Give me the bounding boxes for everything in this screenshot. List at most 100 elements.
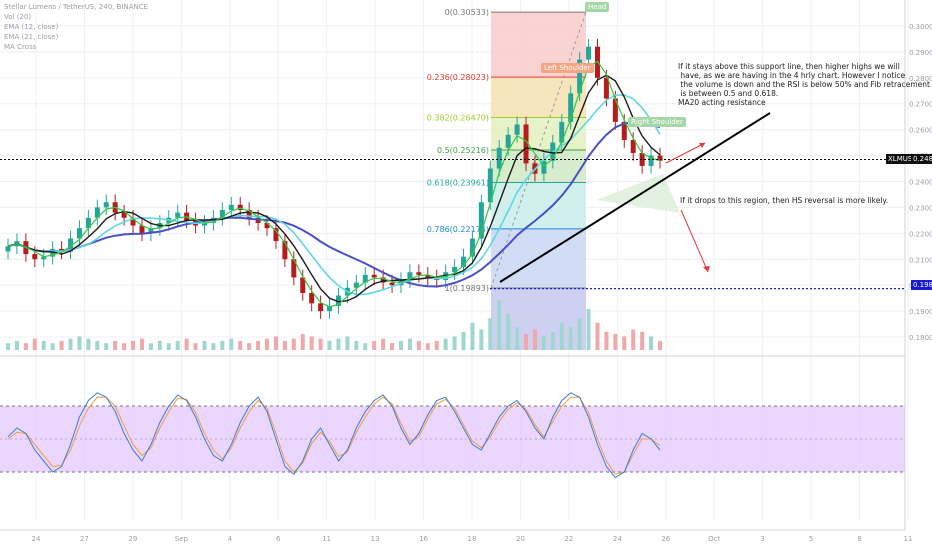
volume-bar [345,336,350,350]
candle-body [577,59,583,94]
candle-body [273,228,279,242]
indicator-vol: Vol (20) [4,13,32,21]
candle-body [246,210,252,218]
volume-bar [497,300,502,350]
candle-body [541,160,547,174]
chart-legend: Stellar Lumens / TetherUS, 240, BINANCE … [4,2,148,52]
volume-bar [202,340,207,350]
candle-body [327,305,333,312]
current-price-tag: 0.24846 [911,154,932,164]
candle-body [237,204,243,210]
note-hs-reversal: If it drops to this region, then HS reve… [680,196,889,205]
volume-bar [265,338,270,350]
ma-blue-line [7,121,661,288]
candle-body [469,238,475,257]
candle-body [487,168,493,203]
volume-bar [434,340,439,350]
fib-zone [491,117,586,150]
volume-bar [238,340,243,350]
volume-bar [41,340,46,350]
fib-label: 1(0.19893) [445,284,489,293]
candle-body [568,93,574,122]
x-tick-label: 5 [809,535,813,543]
volume-bar [157,340,162,350]
volume-bar [640,331,645,350]
volume-bar [211,343,216,350]
support-price-tag: 0.19866 [911,280,932,290]
x-tick-label: 27 [80,535,89,543]
x-tick-label: 24 [32,535,41,543]
candle-body [228,204,234,210]
stoch-k-line [7,392,661,479]
ema-slow-line [7,74,661,303]
x-tick-label: 26 [661,535,670,543]
volume-bar [50,343,55,350]
volume-bar [122,343,127,350]
candle-body [309,292,315,304]
candle-body [657,155,663,161]
candle-body [630,140,636,153]
candle-body [130,217,136,226]
volume-bar [425,343,430,350]
moving-averages [7,60,661,308]
volume-bar [506,313,511,350]
right-shoulder-tag: Right Shoulder [628,117,686,127]
x-tick-label: 16 [419,535,428,543]
volume-bar [256,340,261,350]
stoch-d-line [7,396,661,475]
volume-bar [372,340,377,350]
indicator-ema21: EMA (21, close) [4,33,59,41]
x-tick-label: 8 [857,535,861,543]
volume-bar [139,338,144,350]
volume-bar [86,338,91,350]
volume-bar [515,327,520,350]
volume-bar [613,334,618,350]
candle-body [559,121,565,143]
note-support: If it stays above this support line, the… [678,62,930,107]
candle-body [219,210,225,218]
volume-bar [524,334,529,350]
volume-bar [131,340,136,350]
volume-bar [327,340,332,350]
volume-bar [175,340,180,350]
fib-retracement[interactable]: 0(0.30533) 0.236(0.28023) 0.382(0.26470) 0.… [427,8,587,350]
candle-body [416,272,422,275]
fib-label: 0.618(0.23961) [427,178,489,187]
candle-body [523,124,529,164]
indicator-ema12: EMA (12, close) [4,23,59,31]
candle-body [85,217,91,229]
x-tick-label: 4 [228,535,233,543]
volume-bar [309,336,314,350]
candle-body [586,46,592,60]
annotations [0,112,905,290]
fib-zone [491,182,586,229]
candle-body [300,277,306,293]
volume-bar [32,338,37,350]
x-tick-label: 6 [276,535,281,543]
volume-bar [577,318,582,350]
x-tick-label: 24 [613,535,622,543]
candle-body [407,272,413,280]
y-axis: 0.300000.290000.280000.270000.260000.250… [904,0,932,530]
x-tick-label: 18 [468,535,477,543]
candle-body [175,212,181,218]
candle-body [103,202,109,208]
volume-bar [68,338,73,350]
candle-body [603,77,609,99]
fib-label: 0.5(0.25216) [437,146,489,155]
candle-body [505,134,511,148]
fib-label: 0.236(0.28023) [427,73,489,82]
volume-bar [416,340,421,350]
volume-bar [622,336,627,350]
candle-body [94,207,100,218]
volume-bar [300,334,305,350]
volume-bar [631,329,636,350]
volume-bar [336,338,341,350]
volume-bar [363,343,368,350]
volume-bar [381,338,386,350]
candle-body [353,282,359,288]
hs-triangle [596,174,680,213]
